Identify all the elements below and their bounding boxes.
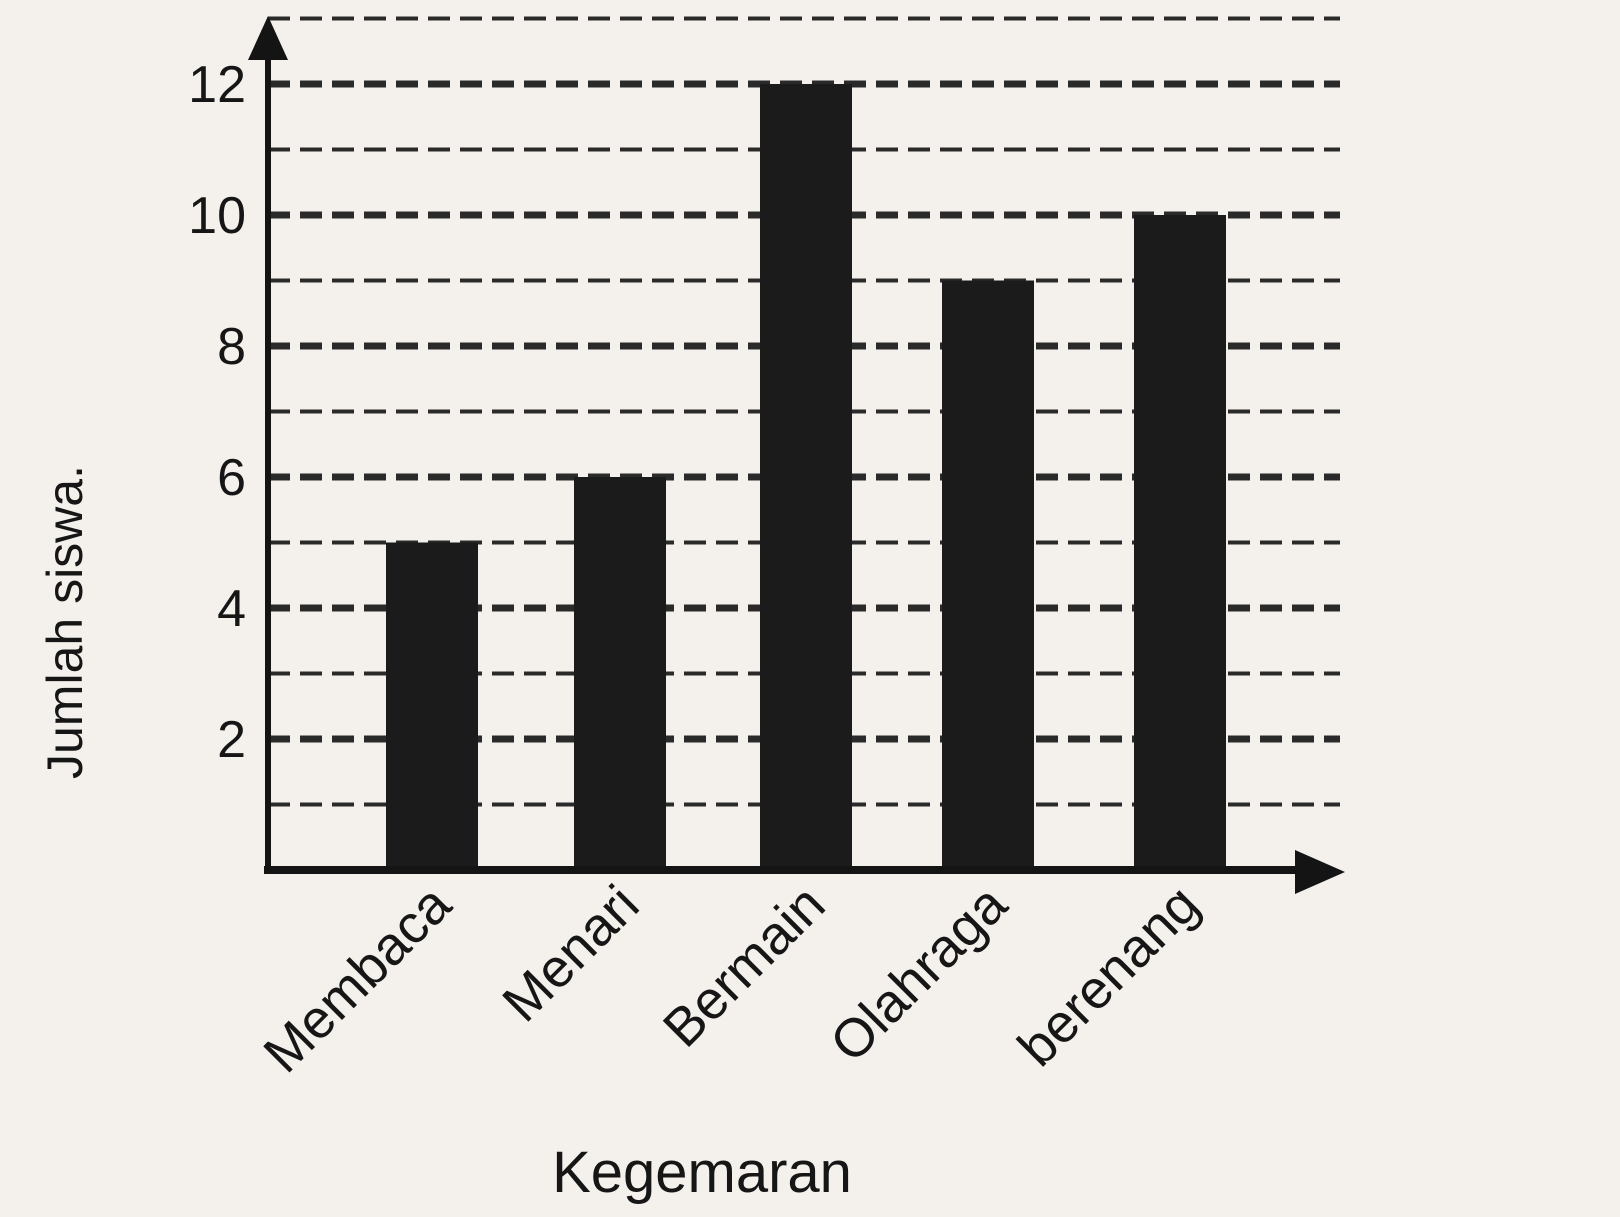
y-tick-label: 6 [217, 449, 246, 507]
y-axis-label: Jumlah siswa. [37, 465, 93, 779]
bar-bermain [760, 84, 852, 870]
bar-olahraga [942, 280, 1034, 870]
y-tick-label: 12 [188, 56, 246, 114]
bar-menari [574, 477, 666, 870]
y-tick-label: 10 [188, 187, 246, 245]
x-tick-label-membaca: Membaca [252, 873, 463, 1084]
bar-membaca [386, 542, 478, 870]
x-tick-label-berenang: berenang [1007, 874, 1211, 1078]
axes [248, 16, 1345, 894]
x-axis-arrowhead [1295, 850, 1345, 894]
y-tick-label: 8 [217, 318, 246, 376]
y-axis-arrowhead [248, 16, 288, 60]
x-axis-label: Kegemaran [552, 1140, 852, 1205]
x-tick-label-bermain: Bermain [652, 874, 837, 1059]
x-tick-label-olahraga: Olahraga [819, 873, 1019, 1073]
y-tick-labels: 2 4 6 8 10 12 [188, 56, 246, 769]
y-tick-label: 4 [217, 580, 246, 638]
y-tick-label: 2 [217, 711, 246, 769]
bar-berenang [1134, 215, 1226, 870]
bars [386, 84, 1226, 870]
x-tick-label-menari: Menari [491, 874, 650, 1033]
